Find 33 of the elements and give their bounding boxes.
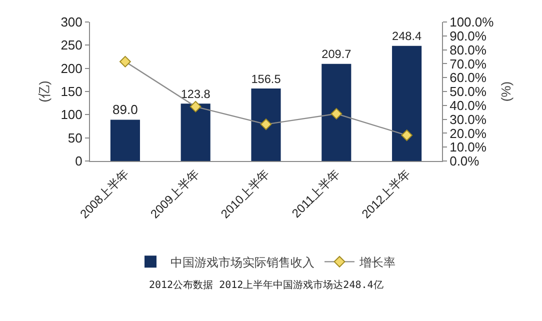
- legend-label: 增长率: [358, 255, 396, 270]
- text: 2012公布数据 2012上半年中国游戏市场达248.4亿: [149, 279, 384, 291]
- bar: [392, 46, 422, 161]
- data-label: 123.8: [180, 86, 211, 101]
- y-tick-label: 150: [60, 84, 82, 100]
- y2-tick-label: 70.0%: [450, 56, 487, 72]
- data-label: 209.7: [322, 47, 352, 62]
- data-label: 89.0: [112, 102, 138, 117]
- y2-tick-label: 80.0%: [450, 42, 487, 58]
- data-label: 156.5: [251, 72, 282, 86]
- y2-tick-label: 90.0%: [450, 28, 487, 44]
- y-tick-label: 100: [60, 107, 82, 122]
- y-tick-label: 300: [60, 14, 82, 30]
- y2-tick-label: 100.0%: [450, 14, 494, 30]
- y-tick-label: 200: [60, 60, 82, 76]
- legend-label: 中国游戏市场实际销售收入: [170, 255, 314, 270]
- y2-tick-label: 50.0%: [450, 84, 487, 100]
- bar: [110, 120, 140, 161]
- y-tick-label: 0: [75, 154, 82, 169]
- data-label: 248.4: [392, 29, 422, 44]
- y-tick-label: 50: [68, 130, 82, 146]
- y2-tick-label: 10.0%: [450, 140, 487, 155]
- y2-tick-label: 30.0%: [450, 112, 487, 127]
- y2-axis-title: (%): [498, 81, 514, 102]
- y-axis-title: (亿): [36, 80, 52, 102]
- y2-tick-label: 40.0%: [450, 98, 487, 113]
- y2-tick-label: 20.0%: [450, 126, 487, 141]
- y2-tick-label: 60.0%: [450, 70, 487, 86]
- bar: [251, 88, 281, 161]
- y-tick-label: 250: [60, 38, 82, 53]
- bar: [180, 104, 210, 161]
- y2-tick-label: 0.0%: [450, 154, 480, 169]
- bar: [322, 64, 352, 161]
